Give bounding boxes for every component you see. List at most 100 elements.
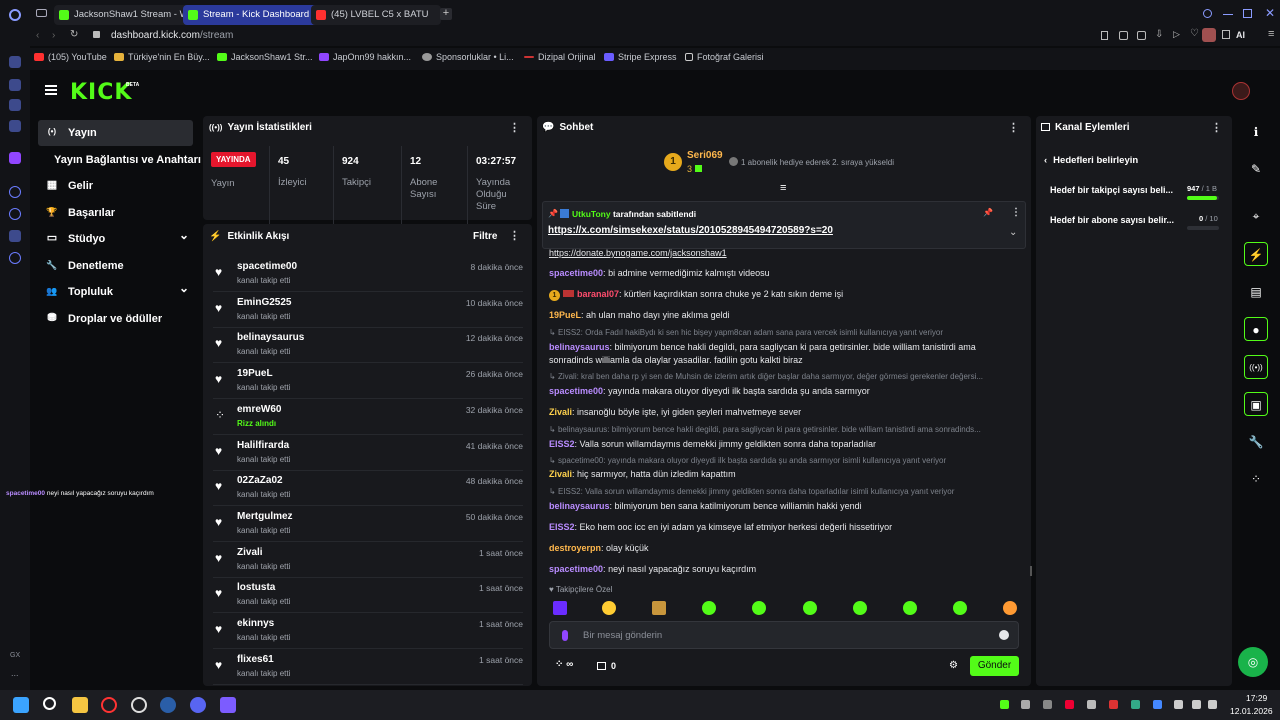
activity-item[interactable]: ♥ flixes61 kanalı takip etti 1 saat önce	[213, 652, 523, 685]
tray-icon[interactable]	[1043, 700, 1052, 709]
activity-username[interactable]: Mertgulmez	[237, 510, 293, 522]
goal-subs[interactable]: Hedef bir abone sayısı belir... 0 / 10	[1050, 214, 1225, 234]
goal-followers[interactable]: Hedef bir takipçi sayısı beli... 947 / 1…	[1050, 184, 1225, 204]
notes-icon[interactable]: ▤	[1250, 285, 1262, 299]
tray-icon[interactable]	[1065, 700, 1074, 709]
chat-username[interactable]: spacetime00	[549, 386, 604, 396]
menu-icon[interactable]: ≡	[1268, 28, 1275, 40]
minimize-button[interactable]	[1223, 14, 1233, 15]
app-icon[interactable]	[220, 697, 236, 713]
pinned-menu-icon[interactable]: ⋮	[1011, 207, 1021, 218]
activity-username[interactable]: flixes61	[237, 653, 274, 665]
mic-icon[interactable]	[1174, 700, 1183, 709]
clock-time[interactable]: 17:29	[1246, 693, 1268, 703]
bookmark-fotograf[interactable]: Fotoğraf Galerisi	[685, 52, 764, 62]
bookmark-japonn99[interactable]: JapOnn99 hakkın...	[319, 52, 411, 62]
tray-icon[interactable]	[1021, 700, 1030, 709]
nav-yayin-baglantisi[interactable]: Yayın Bağlantısı ve Anahtarı	[54, 154, 201, 166]
emote-icon[interactable]	[953, 601, 967, 615]
forward-icon[interactable]: ›	[52, 30, 56, 41]
chat-reply-context[interactable]: ↳ EISS2: Orda Fadıl hakiBydı ki sen hic …	[549, 328, 1019, 337]
activity-item[interactable]: ♥ lostusta kanalı takip etti 1 saat önce	[213, 580, 523, 614]
activity-item[interactable]: ♥ ekinnys kanalı takip etti 1 saat önce	[213, 616, 523, 649]
goals-back[interactable]: ‹ Hedefleri belirleyin	[1044, 155, 1139, 166]
activity-username[interactable]: Zivali	[237, 546, 263, 558]
gift-user[interactable]: Seri069	[687, 150, 723, 161]
nav-denetleme[interactable]: 🔧 Denetleme	[46, 260, 124, 272]
chevron-down-icon[interactable]: ⌄	[178, 281, 189, 295]
filter-button[interactable]: Filtre	[473, 231, 498, 242]
tray-icon[interactable]	[1109, 700, 1118, 709]
send-button[interactable]: Gönder	[970, 656, 1019, 676]
activity-username[interactable]: belinaysaurus	[237, 332, 305, 344]
file-explorer-icon[interactable]	[72, 697, 88, 713]
emote-icon[interactable]	[803, 601, 817, 615]
chevron-down-icon[interactable]: ⌄	[1009, 227, 1018, 238]
discord-icon[interactable]	[190, 697, 206, 713]
activity-username[interactable]: lostusta	[237, 582, 276, 594]
chat-settings-icon[interactable]: ⚙	[949, 660, 958, 671]
chat-scrollbar[interactable]	[1030, 566, 1032, 576]
chat-username[interactable]: EISS2	[549, 439, 575, 449]
gx-icon[interactable]	[9, 99, 21, 111]
donate-link[interactable]: https://donate.bynogame.com/jacksonshaw1	[549, 248, 727, 258]
url-field[interactable]: dashboard.kick.com/stream	[111, 30, 233, 41]
chat-reply-context[interactable]: ↳ belinaysaurus: bilmiyorum bence hakli …	[549, 425, 1019, 434]
new-tab-button[interactable]: +	[440, 8, 452, 20]
stats-menu-icon[interactable]: ⋮	[509, 122, 520, 134]
activity-item[interactable]: ♥ EminG2525 kanalı takip etti 10 dakika önc…	[213, 295, 523, 328]
extensions-icon[interactable]	[1222, 30, 1230, 39]
maximize-button[interactable]	[1243, 9, 1252, 18]
activity-menu-icon[interactable]: ⋮	[509, 230, 520, 242]
shield-icon[interactable]	[1137, 31, 1146, 40]
nav-topluluk[interactable]: 👥 Topluluk ⌄	[38, 279, 193, 305]
download-icon[interactable]: ⇩	[1155, 29, 1164, 40]
tray-icon[interactable]	[1000, 700, 1009, 709]
collapse-icon[interactable]: ≡	[780, 182, 787, 194]
activity-item[interactable]: ♥ Mertgulmez kanalı takip etti 50 dakika ön…	[213, 509, 523, 542]
steam-icon[interactable]	[160, 697, 176, 713]
ai-button[interactable]: AI	[1236, 30, 1245, 40]
chat-username[interactable]: EISS2	[549, 522, 575, 532]
chat-username[interactable]: spacetime00	[549, 564, 604, 574]
emote-icon[interactable]	[652, 601, 666, 615]
chrome-icon[interactable]	[131, 697, 147, 713]
activity-username[interactable]: emreW60	[237, 403, 282, 415]
twitch-icon[interactable]	[9, 152, 21, 164]
rail-more-icon[interactable]: ...	[11, 668, 19, 678]
tab-workspaces-icon[interactable]	[36, 9, 47, 17]
chat-username[interactable]: spacetime00	[549, 268, 604, 278]
nav-gelir[interactable]: ▦ Gelir	[46, 179, 94, 192]
emote-icon[interactable]	[602, 601, 616, 615]
chat-reply-context[interactable]: ↳ EISS2: Valla sorun willamdaymıs demekk…	[549, 487, 1019, 496]
chat-reply-context[interactable]: ↳ spacetime00: yayında makara oluyor diy…	[549, 456, 1019, 465]
activity-item[interactable]: ♥ belinaysaurus kanalı takip etti 12 dakika…	[213, 330, 523, 364]
chat-username[interactable]: Zivali	[549, 469, 573, 479]
pin-icon[interactable]	[9, 230, 21, 242]
back-icon[interactable]: ‹	[36, 30, 40, 41]
activity-item[interactable]: ♥ 02ZaZa02 kanalı takip etti 48 dakika önce	[213, 473, 523, 507]
wrench-icon[interactable]: 🔧	[1248, 435, 1264, 449]
emoji-icon[interactable]	[999, 630, 1009, 640]
settings-icon[interactable]	[9, 252, 21, 264]
pinned-link[interactable]: https://x.com/simsekexe/status/201052894…	[548, 225, 833, 236]
emote-icon[interactable]	[903, 601, 917, 615]
tab-youtube[interactable]: (45) LVBEL C5 x BATU	[311, 5, 441, 25]
play-icon[interactable]: ▷	[1173, 29, 1180, 39]
profile-avatar[interactable]	[1202, 28, 1216, 42]
clock-date[interactable]: 12.01.2026	[1230, 706, 1273, 716]
bookmark-turkiye[interactable]: Türkiye'nin En Büy...	[114, 52, 210, 62]
tab-jacksonshaw-stream[interactable]: JacksonShaw1 Stream - W	[54, 5, 202, 25]
history-icon[interactable]	[9, 186, 21, 198]
broadcast-icon[interactable]: ((•))	[1244, 355, 1268, 379]
edit-icon[interactable]: ✎	[1250, 162, 1262, 176]
kick-logo[interactable]: KICK	[70, 80, 133, 105]
chat-username[interactable]: belinaysaurus	[549, 501, 610, 511]
network-icon[interactable]	[1192, 700, 1201, 709]
activity-item[interactable]: ♥ 19PueL kanalı takip etti 26 dakika önce	[213, 366, 523, 400]
windows-start-icon[interactable]	[13, 697, 29, 713]
snapshot-icon[interactable]	[1119, 31, 1128, 40]
activity-username[interactable]: 19PueL	[237, 368, 273, 380]
emote-icon[interactable]	[702, 601, 716, 615]
activity-username[interactable]: spacetime00	[237, 261, 298, 272]
